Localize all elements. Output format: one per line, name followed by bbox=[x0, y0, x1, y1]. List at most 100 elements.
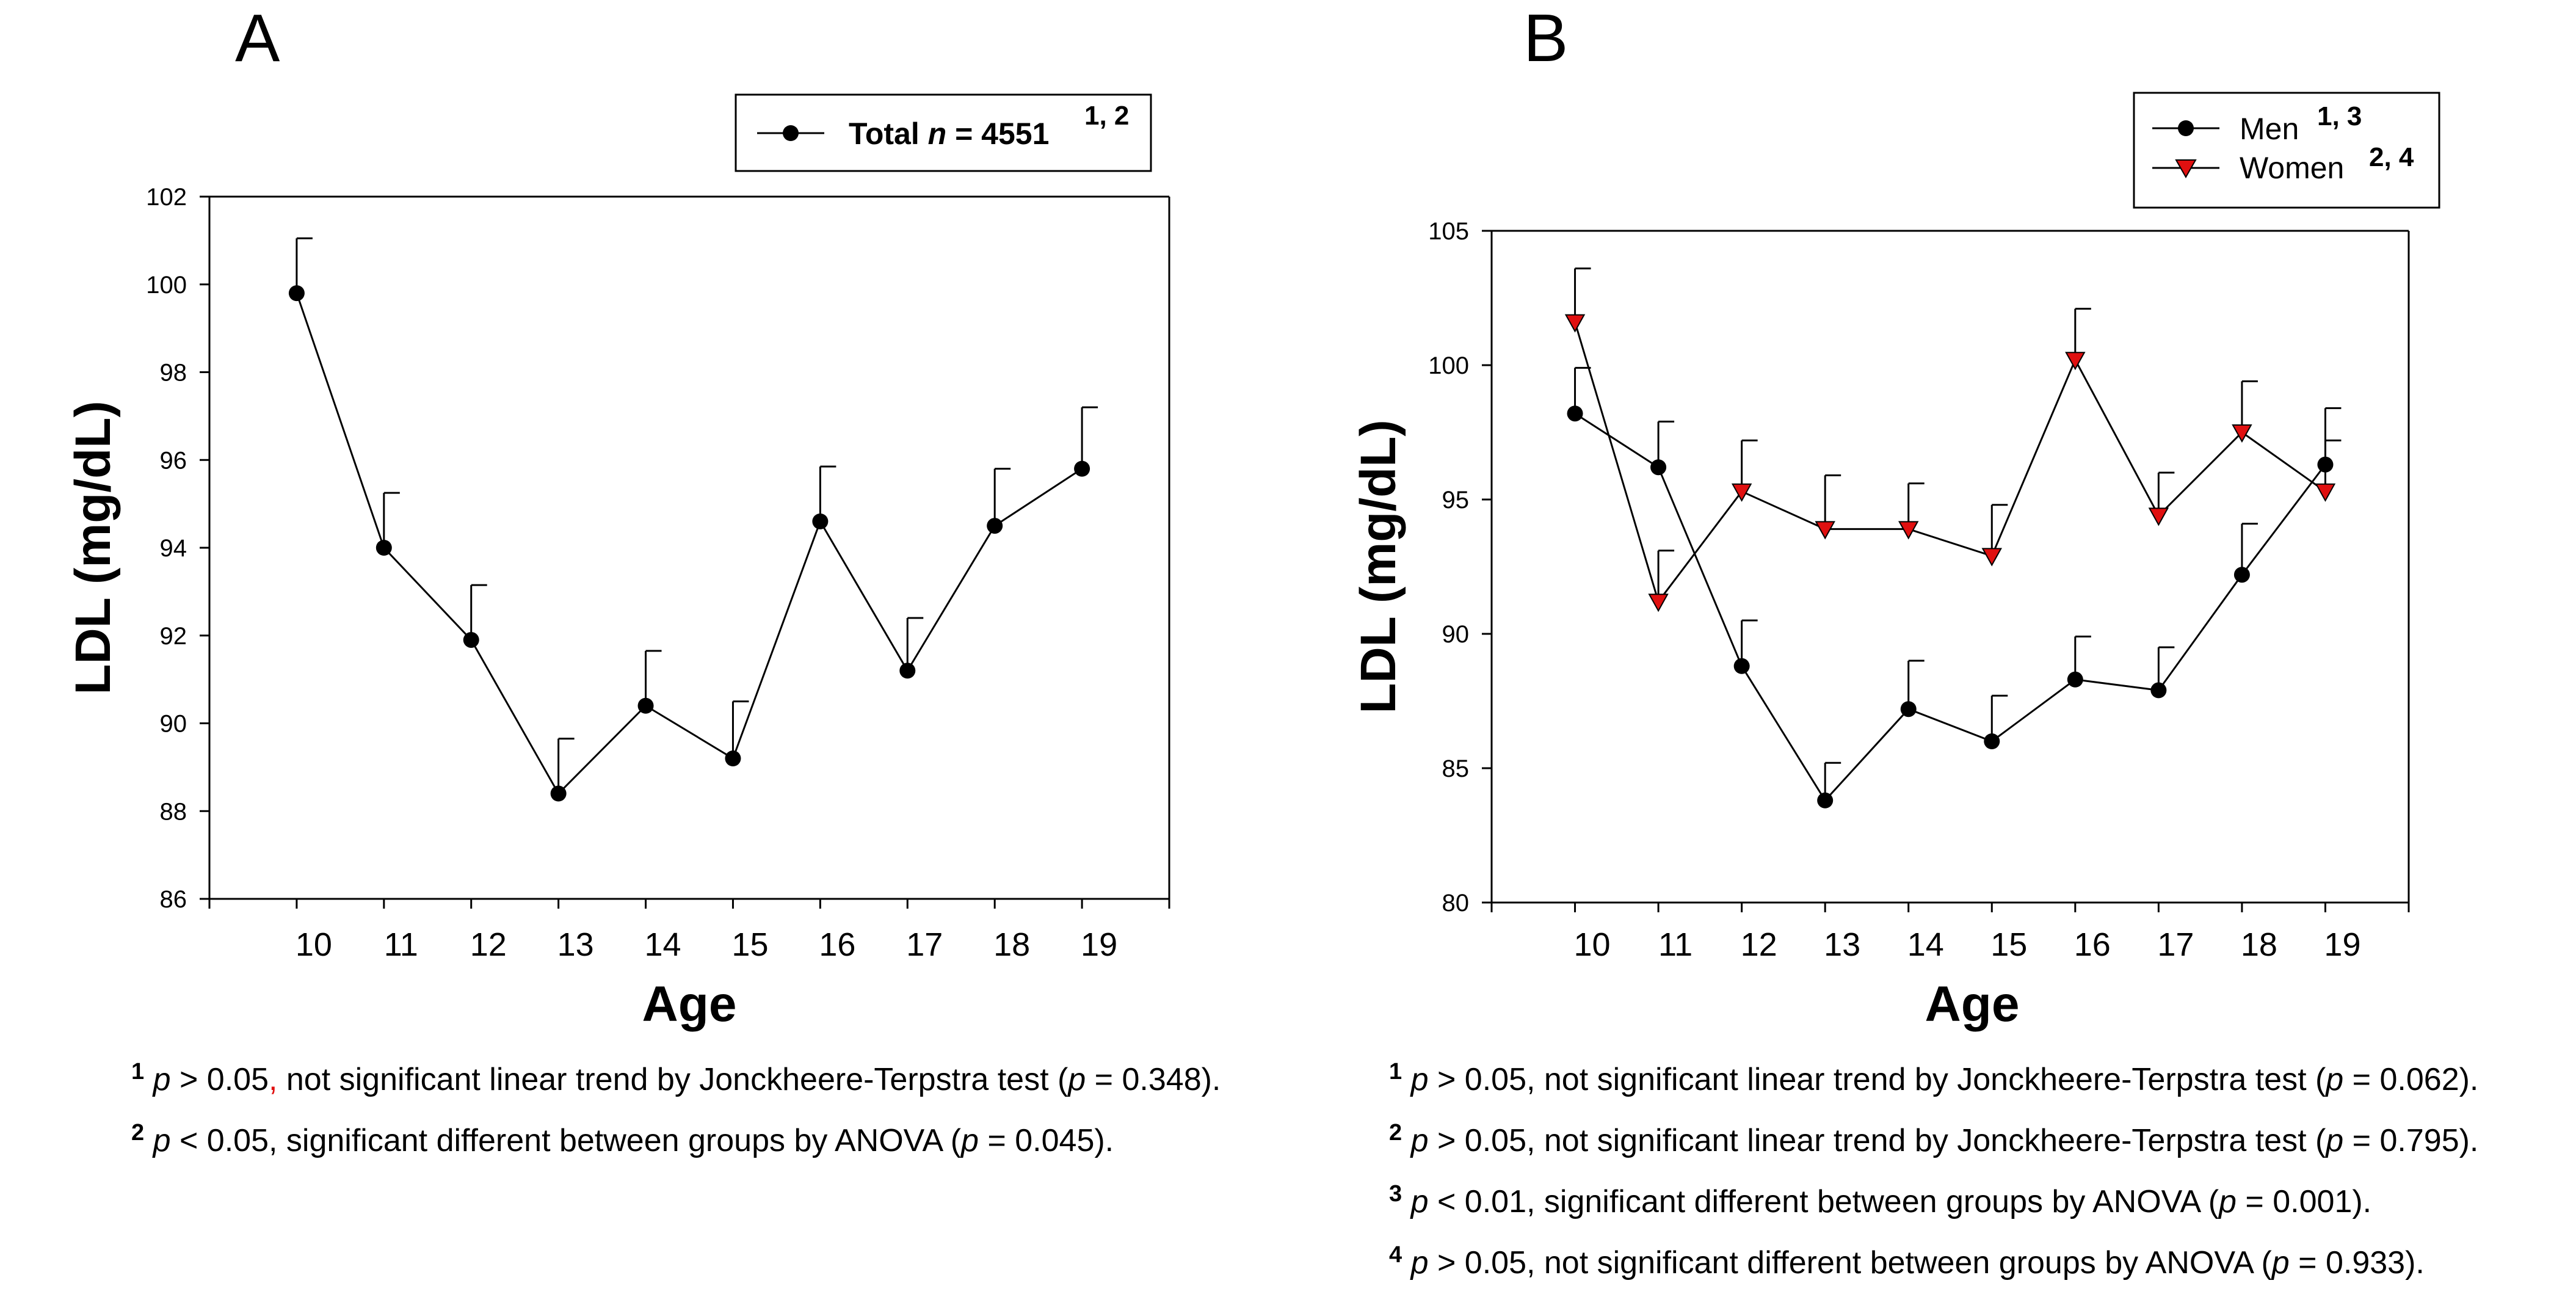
x-tick-label: 18 bbox=[993, 926, 1030, 963]
y-tick-label: 90 bbox=[160, 711, 187, 738]
data-point bbox=[2232, 424, 2252, 443]
x-tick-label: 19 bbox=[2324, 926, 2360, 963]
data-point bbox=[1731, 483, 1752, 502]
panel-a-y-axis-title: LDL (mg/dL) bbox=[65, 401, 121, 694]
data-point bbox=[2065, 352, 2086, 371]
x-tick-label: 16 bbox=[2074, 926, 2111, 963]
panel-b-series bbox=[1564, 267, 2342, 808]
panel-a: A Total n = 4551 1, 2 86 88 90 92 94 96 98 100 1… bbox=[65, 1, 1170, 1032]
panel-a-y-ticks: 86 88 90 92 94 96 98 100 102 bbox=[146, 184, 209, 913]
a-footnote-2: 2 p < 0.05, significant different betwee… bbox=[131, 1120, 1114, 1158]
data-point bbox=[1648, 594, 1669, 612]
legend-women-label: Women bbox=[2240, 151, 2344, 185]
data-point bbox=[376, 540, 392, 556]
panel-b-x-ticks: 10 11 12 13 14 15 16 17 18 19 bbox=[1490, 903, 2410, 963]
series-women bbox=[1564, 267, 2342, 612]
y-tick-label: 86 bbox=[160, 886, 187, 913]
panel-a-x-ticks: 10 11 12 13 14 15 16 17 18 19 bbox=[208, 899, 1170, 963]
legend-men-marker-icon bbox=[2178, 120, 2194, 136]
x-tick-label: 15 bbox=[1990, 926, 2027, 963]
x-tick-label: 12 bbox=[470, 926, 507, 963]
legend-women-superscript: 2, 4 bbox=[2369, 142, 2414, 172]
legend-women-marker-icon bbox=[2175, 159, 2197, 179]
data-point bbox=[1733, 658, 1750, 674]
y-tick-label: 92 bbox=[160, 623, 187, 650]
b-footnote-1: 1 p > 0.05, not significant linear trend… bbox=[1389, 1059, 2478, 1097]
data-point bbox=[1564, 314, 1586, 333]
data-point bbox=[2315, 483, 2336, 502]
data-point bbox=[1981, 548, 2002, 567]
panel-a-series bbox=[288, 237, 1098, 802]
data-point bbox=[1567, 405, 1583, 422]
y-tick-label: 88 bbox=[160, 798, 187, 825]
data-point bbox=[899, 663, 916, 679]
series-line bbox=[1574, 322, 2326, 604]
y-tick-label: 100 bbox=[146, 272, 187, 299]
x-tick-label: 19 bbox=[1081, 926, 1117, 963]
data-point bbox=[1815, 521, 1835, 540]
data-point bbox=[463, 631, 479, 648]
panel-b-y-axis-title: LDL (mg/dL) bbox=[1351, 420, 1406, 713]
panel-a-title: A bbox=[235, 1, 280, 76]
data-point bbox=[2150, 682, 2167, 699]
data-point bbox=[2067, 671, 2083, 688]
y-tick-label: 96 bbox=[160, 447, 187, 474]
x-tick-label: 16 bbox=[819, 926, 855, 963]
panel-b-x-axis-title: Age bbox=[1925, 976, 2020, 1032]
legend-total-label: Total n = 4551 bbox=[849, 117, 1049, 151]
x-tick-label: 13 bbox=[1824, 926, 1860, 963]
legend-men-label: Men bbox=[2240, 112, 2299, 146]
x-tick-label: 11 bbox=[1658, 926, 1693, 963]
x-tick-label: 18 bbox=[2241, 926, 2277, 963]
x-tick-label: 11 bbox=[384, 926, 418, 963]
legend-total-superscript: 1, 2 bbox=[1084, 101, 1129, 131]
panel-b-y-ticks: 80 85 90 95 100 105 bbox=[1428, 218, 1492, 917]
x-tick-label: 13 bbox=[557, 926, 594, 963]
data-point bbox=[288, 285, 305, 302]
data-point bbox=[550, 785, 567, 802]
series-men bbox=[1567, 366, 2342, 808]
y-tick-label: 105 bbox=[1428, 218, 1469, 245]
data-point bbox=[1898, 521, 1919, 540]
y-tick-label: 95 bbox=[1442, 487, 1470, 514]
y-tick-label: 94 bbox=[160, 535, 187, 562]
y-tick-label: 98 bbox=[160, 360, 187, 387]
data-point bbox=[987, 518, 1003, 534]
y-tick-label: 102 bbox=[146, 184, 187, 211]
data-point bbox=[1650, 459, 1667, 476]
x-tick-label: 17 bbox=[906, 926, 943, 963]
data-point bbox=[1817, 792, 1834, 808]
panel-a-x-axis-title: Age bbox=[642, 976, 737, 1032]
a-footnote-1: 1 p > 0.05, not significant linear trend… bbox=[131, 1059, 1221, 1097]
x-tick-label: 14 bbox=[1907, 926, 1944, 963]
data-point bbox=[2233, 567, 2250, 583]
y-tick-label: 90 bbox=[1442, 621, 1470, 648]
data-point bbox=[1074, 460, 1090, 477]
series-line bbox=[296, 292, 1083, 795]
panel-a-footnotes: 1 p > 0.05, not significant linear trend… bbox=[131, 1059, 1221, 1158]
panel-a-legend: Total n = 4551 1, 2 bbox=[735, 93, 1152, 172]
data-point bbox=[637, 697, 654, 714]
x-tick-label: 15 bbox=[731, 926, 768, 963]
data-point bbox=[2148, 507, 2169, 526]
legend-total-marker-icon bbox=[783, 125, 799, 141]
b-footnote-3: 3 p < 0.01, significant different betwee… bbox=[1389, 1181, 2371, 1219]
data-point bbox=[725, 750, 741, 766]
b-footnote-2: 2 p > 0.05, not significant linear trend… bbox=[1389, 1120, 2478, 1158]
panel-b-legend: Men 1, 3 Women 2, 4 bbox=[2133, 92, 2440, 209]
panel-b-title: B bbox=[1523, 1, 1568, 76]
b-footnote-4: 4 p > 0.05, not significant different be… bbox=[1389, 1242, 2425, 1281]
panel-b-legend-box bbox=[2133, 92, 2440, 209]
x-tick-label: 14 bbox=[645, 926, 681, 963]
x-tick-label: 17 bbox=[2157, 926, 2194, 963]
data-point bbox=[812, 513, 829, 529]
data-point bbox=[1900, 701, 1917, 718]
y-tick-label: 80 bbox=[1442, 890, 1470, 917]
x-tick-label: 12 bbox=[1741, 926, 1777, 963]
series-total-n-4551 bbox=[288, 237, 1098, 802]
x-tick-label: 10 bbox=[296, 926, 332, 963]
series-line bbox=[1574, 412, 2326, 802]
x-tick-label: 10 bbox=[1574, 926, 1611, 963]
